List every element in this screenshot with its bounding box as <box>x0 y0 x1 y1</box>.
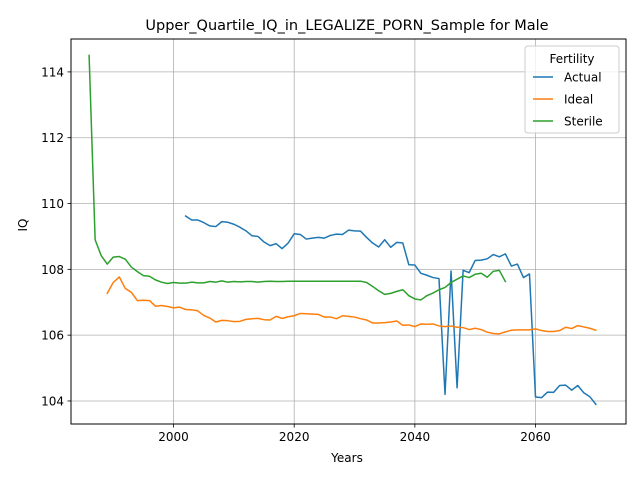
legend-label-sterile: Sterile <box>564 115 603 129</box>
legend-label-actual: Actual <box>564 71 602 85</box>
series-line-ideal <box>106 276 597 335</box>
legend-box <box>524 45 620 134</box>
y-tick-label: 110 <box>41 197 64 211</box>
x-tick-label: 2000 <box>158 430 189 444</box>
legend-title: Fertility <box>549 52 594 66</box>
chart-title: Upper_Quartile_IQ_in_LEGALIZE_PORN_Sampl… <box>145 18 548 34</box>
y-axis-label: IQ <box>16 219 30 232</box>
x-tick-label: 2020 <box>279 430 310 444</box>
x-axis-label: Years <box>330 451 363 465</box>
y-tick-label: 104 <box>41 394 64 408</box>
legend-label-ideal: Ideal <box>564 93 593 107</box>
series-lines <box>88 54 597 406</box>
series-line-sterile <box>88 54 507 301</box>
legend: Fertility Actual Ideal Sterile <box>524 45 620 134</box>
x-tick-label: 2060 <box>520 430 551 444</box>
x-tick-label: 2040 <box>400 430 431 444</box>
y-tick-label: 112 <box>41 131 64 145</box>
plot-frame <box>70 38 627 425</box>
y-tick-label: 108 <box>41 263 64 277</box>
series-line-actual <box>184 214 597 406</box>
y-tick-label: 106 <box>41 329 64 343</box>
axis-ticks: 2000 2020 2040 2060 104 106 108 110 112 114 <box>41 65 551 444</box>
y-tick-label: 114 <box>41 65 64 79</box>
